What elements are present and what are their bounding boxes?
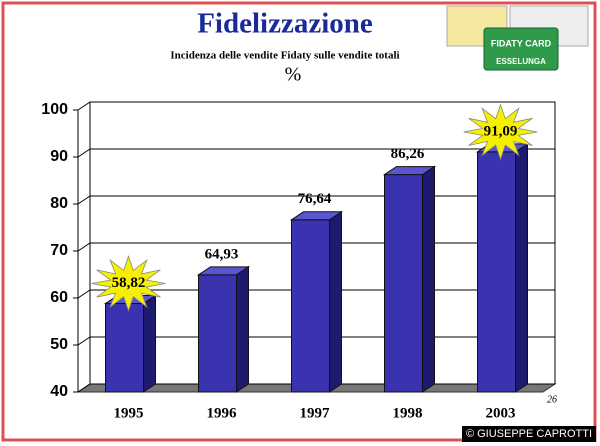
bar-side xyxy=(422,165,435,393)
y-tick-label: 70 xyxy=(50,242,68,259)
credit: © GIUSEPPE CAPROTTI xyxy=(466,428,592,440)
x-tick-label: 1998 xyxy=(393,405,423,421)
bar xyxy=(198,274,237,393)
unit-label: % xyxy=(285,64,302,86)
bar-side xyxy=(143,294,156,393)
bar xyxy=(291,219,330,393)
grid-line xyxy=(77,148,91,158)
y-tick-label: 80 xyxy=(50,195,68,212)
logo-text: ESSELUNGA xyxy=(496,57,546,66)
x-tick-label: 1995 xyxy=(114,405,144,421)
bar-top xyxy=(196,266,251,276)
y-tick-label: 60 xyxy=(50,289,68,306)
value-label: 64,93 xyxy=(205,246,239,262)
value-label: 91,09 xyxy=(484,123,518,139)
value-label: 86,26 xyxy=(391,146,425,162)
bar-side xyxy=(329,210,342,393)
chart-subtitle: Incidenza delle vendite Fidaty sulle ven… xyxy=(170,50,399,62)
grid-line xyxy=(77,383,91,393)
card xyxy=(483,27,559,71)
grid-line xyxy=(77,336,91,346)
starburst xyxy=(463,103,538,161)
bar xyxy=(384,174,423,393)
x-tick-label: 2003 xyxy=(486,405,516,421)
bar xyxy=(105,303,144,393)
value-label: 58,82 xyxy=(112,275,146,291)
y-tick-label: 90 xyxy=(50,148,68,165)
value-label: 76,64 xyxy=(298,191,332,207)
bar-top xyxy=(382,166,437,176)
starburst xyxy=(91,255,166,312)
bar-top xyxy=(289,211,344,221)
bar-side xyxy=(236,265,249,393)
x-tick-label: 1997 xyxy=(300,405,331,421)
y-tick-label: 50 xyxy=(50,336,68,353)
bar-side xyxy=(515,142,528,393)
chart-title: Fidelizzazione xyxy=(197,8,373,40)
credit-box xyxy=(462,426,596,442)
x-tick-label: 1996 xyxy=(207,405,238,421)
y-tick-label: 100 xyxy=(41,101,68,118)
bar xyxy=(477,151,516,393)
grid-line xyxy=(77,242,91,252)
page-number: 26 xyxy=(547,394,557,405)
grid-line xyxy=(77,289,91,299)
logo-text: FIDATY CARD xyxy=(491,38,552,48)
grid-line xyxy=(77,195,91,205)
grid-line xyxy=(77,101,91,111)
logo-cards: FIDATY CARD ESSELUNGA xyxy=(446,5,589,71)
y-tick-label: 40 xyxy=(50,383,68,400)
